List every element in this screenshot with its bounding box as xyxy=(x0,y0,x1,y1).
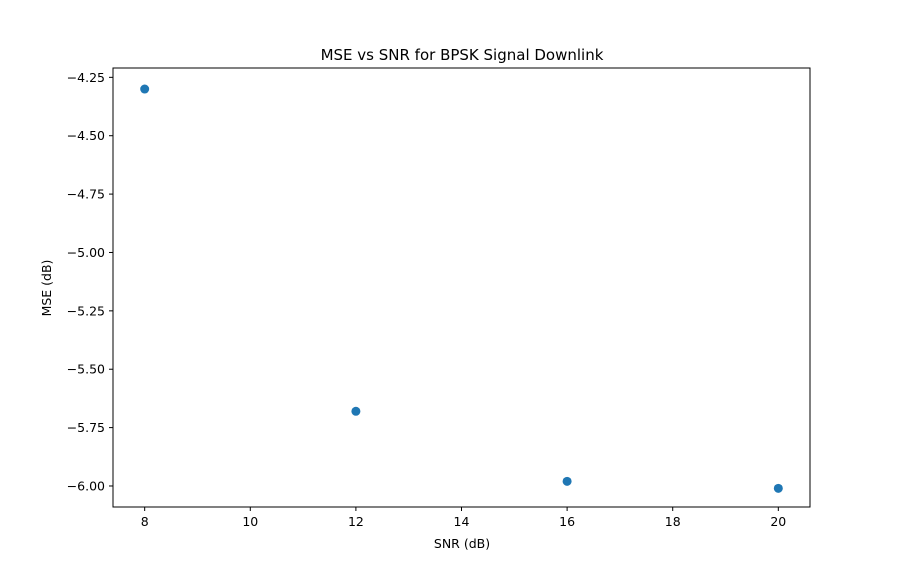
y-tick-label: −6.00 xyxy=(67,478,105,493)
y-tick-label: −5.50 xyxy=(67,362,105,377)
y-tick-label: −4.75 xyxy=(67,187,105,202)
y-tick-label: −5.25 xyxy=(67,303,105,318)
x-tick-label: 20 xyxy=(770,514,786,529)
plot-frame xyxy=(112,67,811,508)
x-axis-label: SNR (dB) xyxy=(434,536,490,551)
plot-area xyxy=(112,67,811,508)
chart-title: MSE vs SNR for BPSK Signal Downlink xyxy=(321,46,604,64)
y-tick-label: −5.00 xyxy=(67,245,105,260)
x-axis: 8 10 12 14 16 18 20 xyxy=(141,507,786,529)
x-tick-label: 16 xyxy=(559,514,575,529)
data-point xyxy=(562,476,572,486)
x-tick-label: 10 xyxy=(242,514,258,529)
x-tick-label: 8 xyxy=(141,514,149,529)
y-tick-label: −4.25 xyxy=(67,70,105,85)
x-tick-label: 14 xyxy=(454,514,470,529)
y-axis-label: MSE (dB) xyxy=(39,260,54,317)
y-tick-label: −4.50 xyxy=(67,128,105,143)
data-point xyxy=(140,84,150,94)
scatter-series xyxy=(140,84,783,493)
y-tick-label: −5.75 xyxy=(67,420,105,435)
data-point xyxy=(773,483,783,493)
y-axis: −4.25 −4.50 −4.75 −5.00 −5.25 −5.50 −5.75 −6.00 xyxy=(67,70,113,493)
x-tick-label: 12 xyxy=(348,514,364,529)
x-tick-label: 18 xyxy=(665,514,681,529)
data-point xyxy=(351,406,361,416)
